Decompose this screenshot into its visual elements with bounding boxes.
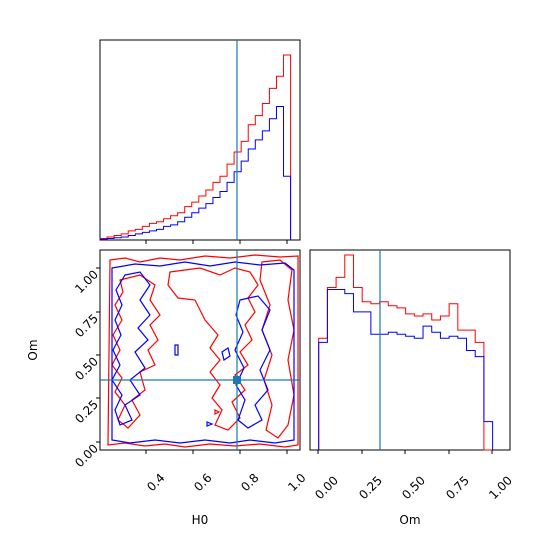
h0-axis-label: H0 xyxy=(192,513,209,527)
blue-contours xyxy=(111,261,295,444)
contour-x-ticks: 0.4 0.6 0.8 1.0 xyxy=(144,450,309,494)
h0-hist-ticks xyxy=(145,240,288,244)
om-x-ticks: 0.00 0.25 0.50 0.75 1.00 xyxy=(312,450,515,502)
om-tick-label: 0.25 xyxy=(72,397,101,426)
truth-marker xyxy=(233,376,241,384)
h0-tick-label: 0.8 xyxy=(238,471,261,494)
histogram-red-series xyxy=(99,54,292,240)
om-tick-label: 0.00 xyxy=(72,441,101,470)
histogram-blue-series xyxy=(318,289,494,450)
red-contours xyxy=(107,254,299,448)
contour-y-ticks: 0.00 0.25 0.50 0.75 1.00 xyxy=(72,267,101,470)
histogram-blue-series xyxy=(99,106,292,240)
om-x-tick-label: 0.00 xyxy=(312,473,341,502)
h0-tick-label: 0.6 xyxy=(191,471,214,494)
h0-tick-label: 1.0 xyxy=(285,471,308,494)
om-tick-label: 1.00 xyxy=(72,267,101,296)
h0-tick-label: 0.4 xyxy=(144,471,167,494)
om-x-tick-label: 1.00 xyxy=(486,473,515,502)
om-x-tick-label: 0.75 xyxy=(443,473,472,502)
om-tick-label: 0.50 xyxy=(72,354,101,383)
contour-panel: 0.4 0.6 0.8 1.0 0.00 0.25 0.50 0.75 1.00… xyxy=(26,249,309,527)
om-x-tick-label: 0.25 xyxy=(356,473,385,502)
h0-histogram-panel xyxy=(99,39,301,244)
om-axis-label: Om xyxy=(26,339,40,360)
h0-histogram-frame xyxy=(99,39,301,241)
contour-frame xyxy=(99,249,301,451)
om-histogram-frame xyxy=(309,249,511,451)
om-x-tick-label: 0.50 xyxy=(399,473,428,502)
om-histogram-axis-label: Om xyxy=(399,513,420,527)
om-tick-label: 0.75 xyxy=(72,311,101,340)
om-histogram-panel: 0.00 0.25 0.50 0.75 1.00 Om xyxy=(309,249,515,527)
histogram-red-series xyxy=(318,254,493,451)
